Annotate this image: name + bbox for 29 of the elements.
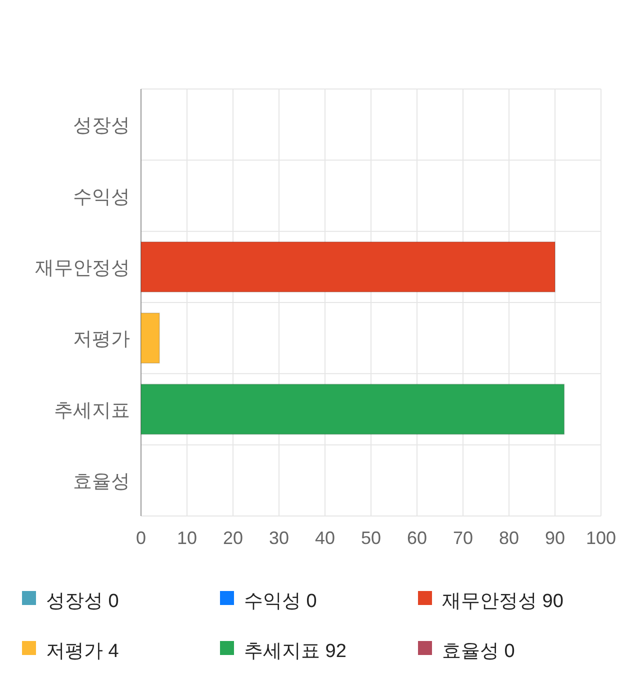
legend-item: 효율성 0 (418, 641, 515, 662)
legend-label: 재무안정성 90 (442, 591, 564, 612)
legend-item: 저평가 4 (22, 641, 119, 662)
x-tick-label: 90 (544, 528, 566, 548)
x-tick-label: 40 (314, 528, 336, 548)
legend-label: 저평가 4 (46, 641, 120, 662)
x-tick-label: 50 (360, 528, 382, 548)
y-tick-label: 수익성 (73, 186, 130, 208)
legend-item: 추세지표 92 (220, 641, 346, 662)
x-tick-label: 10 (176, 528, 198, 548)
x-tick-label: 20 (222, 528, 244, 548)
legend-label: 성장성 0 (46, 591, 119, 612)
legend-item: 재무안정성 90 (418, 591, 564, 612)
legend-label: 추세지표 92 (244, 641, 346, 662)
y-tick-label: 효율성 (73, 471, 130, 492)
y-tick-label: 저평가 (73, 329, 130, 350)
y-tick-label: 추세지표 (54, 400, 130, 422)
legend-item: 수익성 0 (220, 591, 317, 612)
legend-label: 수익성 0 (244, 591, 317, 612)
x-tick-label: 30 (268, 528, 290, 548)
y-tick-label: 재무안정성 (35, 258, 130, 279)
y-tick-label: 성장성 (73, 116, 130, 137)
legend-label: 효율성 0 (442, 641, 515, 662)
x-tick-label: 100 (586, 528, 616, 548)
x-tick-label: 60 (406, 528, 428, 548)
x-tick-label: 80 (498, 528, 520, 548)
legend-item: 성장성 0 (22, 591, 119, 612)
x-tick-label: 70 (452, 528, 474, 548)
x-tick-label: 0 (136, 528, 146, 548)
